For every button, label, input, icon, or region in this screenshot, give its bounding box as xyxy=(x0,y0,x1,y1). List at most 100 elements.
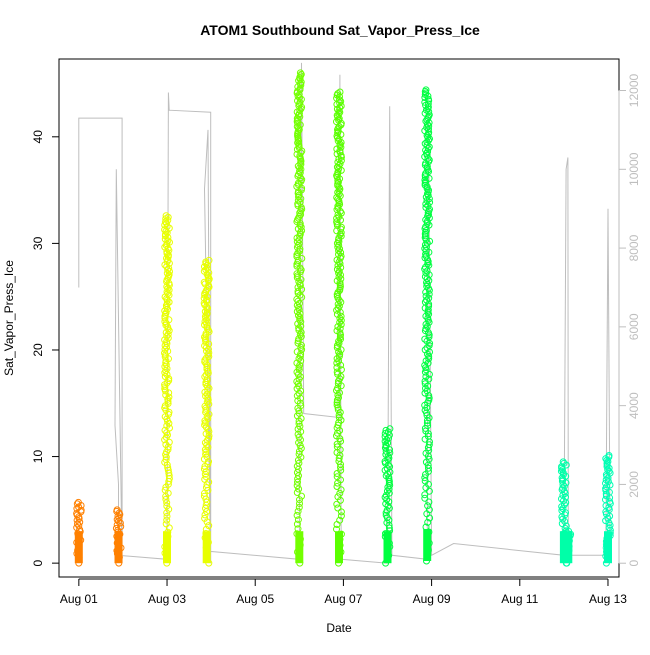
data-point xyxy=(297,223,305,231)
data-point xyxy=(202,423,210,431)
data-point xyxy=(334,493,342,501)
data-point xyxy=(294,478,301,486)
y-tick-label: 30 xyxy=(31,236,45,250)
data-point xyxy=(424,518,432,526)
data-point xyxy=(333,342,341,349)
data-point xyxy=(424,202,432,210)
dense-points xyxy=(604,531,612,564)
data-point xyxy=(295,459,303,467)
dense-points xyxy=(202,531,211,564)
data-point xyxy=(74,498,82,506)
data-point xyxy=(559,484,567,492)
data-point xyxy=(422,200,430,208)
data-point xyxy=(382,451,390,459)
data-point xyxy=(202,504,209,512)
data-point xyxy=(164,216,172,224)
data-point xyxy=(334,90,342,98)
data-point xyxy=(164,397,172,405)
data-point xyxy=(425,370,433,378)
point-column xyxy=(557,458,570,567)
y-tick-label: 10 xyxy=(31,450,45,464)
data-point xyxy=(297,276,305,284)
data-point xyxy=(605,452,613,459)
data-point xyxy=(335,337,343,345)
data-point xyxy=(333,227,341,235)
data-point xyxy=(382,447,390,455)
data-point xyxy=(334,421,342,429)
data-point xyxy=(73,500,81,508)
data-point xyxy=(163,332,171,340)
data-point xyxy=(164,464,172,472)
data-point xyxy=(293,348,301,356)
data-point xyxy=(337,312,345,320)
data-point xyxy=(425,221,433,229)
data-point xyxy=(163,288,171,296)
data-point xyxy=(201,439,209,447)
data-point xyxy=(295,326,303,334)
data-point xyxy=(202,258,210,266)
data-point xyxy=(295,409,303,417)
data-point xyxy=(602,517,610,525)
data-point xyxy=(425,174,433,182)
y2-tick-label: 0 xyxy=(627,560,641,567)
x-tick-label: Aug 11 xyxy=(501,592,538,606)
data-point xyxy=(337,249,345,257)
data-point xyxy=(422,216,430,224)
y2-tick-label: 6000 xyxy=(627,313,641,340)
data-point xyxy=(383,487,391,495)
data-point xyxy=(163,219,170,227)
data-point xyxy=(425,355,433,363)
data-point xyxy=(424,154,432,162)
data-point xyxy=(383,496,391,503)
dense-points xyxy=(559,531,568,564)
y-axis-label: Sat_Vapor_Press_Ice xyxy=(2,260,16,376)
data-point xyxy=(337,143,345,151)
data-point xyxy=(163,415,171,423)
x-tick-label: Aug 13 xyxy=(589,592,627,606)
data-point xyxy=(163,512,171,520)
data-point xyxy=(337,209,345,217)
data-point xyxy=(296,500,303,507)
data-point xyxy=(425,186,432,194)
data-point xyxy=(334,504,342,512)
data-point xyxy=(333,473,341,481)
data-point xyxy=(165,377,173,385)
data-point xyxy=(382,511,390,519)
data-point xyxy=(334,384,342,392)
data-point xyxy=(333,364,341,371)
data-point xyxy=(382,441,390,449)
point-column xyxy=(562,527,575,567)
data-point xyxy=(386,449,394,457)
chart-title: ATOM1 Southbound Sat_Vapor_Press_Ice xyxy=(200,22,480,38)
data-point xyxy=(335,183,343,191)
data-point xyxy=(421,245,429,253)
point-column xyxy=(333,88,345,567)
data-point xyxy=(558,520,566,528)
y2-tick-label: 4000 xyxy=(627,392,641,419)
x-axis: Aug 01 Aug 03 Aug 05 Aug 07 Aug 09 Aug 11 Aug … xyxy=(60,578,627,606)
data-point xyxy=(201,342,209,350)
data-point xyxy=(200,278,208,286)
data-point xyxy=(333,443,341,451)
x-tick-label: Aug 09 xyxy=(413,592,451,606)
y-tick-label: 0 xyxy=(31,559,45,566)
data-point xyxy=(335,454,343,462)
data-point xyxy=(165,291,173,299)
data-point xyxy=(333,172,341,179)
data-point xyxy=(293,270,301,278)
data-point xyxy=(297,203,305,211)
data-point xyxy=(163,516,171,524)
data-point xyxy=(421,494,429,502)
y-tick-label: 20 xyxy=(31,343,45,357)
data-point xyxy=(421,346,429,354)
data-point xyxy=(164,256,172,264)
data-point xyxy=(559,458,567,466)
data-point xyxy=(163,502,171,510)
data-point xyxy=(336,489,344,497)
y2-tick-label: 10000 xyxy=(627,152,641,186)
data-point xyxy=(296,496,303,504)
data-point xyxy=(334,211,342,219)
data-point xyxy=(164,466,172,474)
data-point xyxy=(333,399,341,406)
